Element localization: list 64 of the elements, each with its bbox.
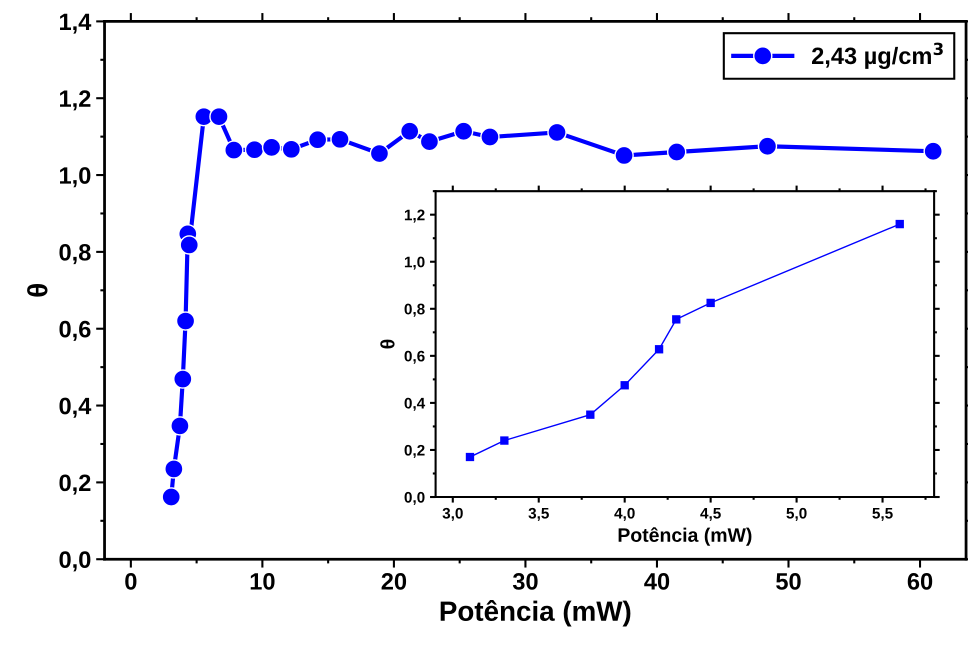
point [224,140,244,160]
point [162,487,181,507]
point [500,436,509,445]
y-tick-label: 1,4 [60,14,92,34]
x-tick-label: 0 [125,573,136,590]
y-tick-label: 0,8 [404,304,425,317]
x-tick-label: 10 [250,573,275,590]
x-tick-label: 30 [512,573,538,590]
y-tick-label: 0,4 [59,398,92,418]
point [672,315,680,324]
y-tick-label: 0,6 [404,350,425,364]
point [180,235,199,255]
point [262,138,282,158]
x-tick-label: 3,0 [442,508,463,521]
y-tick-label: 0,6 [59,320,90,341]
x-tick-label: 4,5 [700,508,721,521]
point [176,311,196,331]
point [758,136,778,156]
x-tick-label: 40 [644,573,670,590]
y-tick-label: 0,2 [404,444,425,458]
y-tick-label: 0,0 [59,551,90,572]
point [466,452,474,462]
y-tick-label: 0,4 [404,398,426,411]
point [706,298,715,308]
point [282,140,302,160]
point [614,146,634,166]
point [923,142,943,161]
point [173,369,193,389]
point [586,410,594,419]
x-tick-label: 60 [908,573,932,590]
y-tick-label: 0,8 [59,244,91,264]
point [654,345,664,354]
y-tick-label: 1,0 [60,167,90,188]
x-tick-label: 5,5 [872,508,893,521]
y-tick-label: 1,2 [60,90,90,110]
point [330,130,350,150]
point [308,130,328,150]
x-tick-label: 20 [382,573,406,590]
x-tick-label: 50 [776,573,801,590]
point [370,144,390,164]
point [164,459,184,479]
point [244,140,264,160]
point [896,220,904,228]
y-tick-label: 1,2 [404,210,425,223]
point [170,416,190,436]
x-tick-label: 4,0 [614,508,635,521]
point [400,122,420,141]
point [666,142,686,162]
point [547,122,567,142]
point [480,127,500,147]
legend-label: 2,43 µg/cm$^{3}$ [812,42,943,69]
point [420,132,440,152]
y-tick-label: 0,0 [404,492,425,505]
y-axis-title: θ [27,284,48,297]
x-tick-label: 5,0 [786,508,807,521]
point [620,381,629,390]
x-axis-title: Potência (mW) [618,527,752,546]
x-tick-label: 3,5 [528,508,549,521]
y-axis-title: θ [380,340,395,348]
y-tick-label: 0,2 [59,474,90,495]
x-axis-title: Potência (mW) [440,600,630,626]
y-tick-label: 1,0 [404,256,425,270]
point [454,122,474,141]
point [209,106,229,126]
